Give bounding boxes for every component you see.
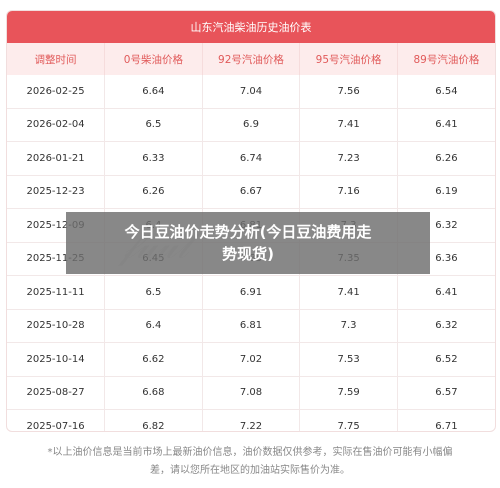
price-cell: 7.75 <box>299 409 398 431</box>
price-cell: 6.19 <box>397 175 495 209</box>
table-row: 2025-10-14 6.62 7.02 7.53 6.52 <box>7 342 495 377</box>
price-cell: 6.81 <box>202 309 301 343</box>
price-cell: 6.5 <box>104 275 203 310</box>
price-cell: 7.56 <box>299 75 398 109</box>
price-cell: 7.04 <box>202 75 301 109</box>
table-row: 2026-02-25 6.64 7.04 7.56 6.54 <box>7 75 495 109</box>
price-cell: 6.67 <box>202 175 301 209</box>
price-cell: 6.71 <box>397 409 495 431</box>
price-cell: 7.16 <box>299 175 398 209</box>
table-row: 2025-10-28 6.4 6.81 7.3 6.32 <box>7 309 495 343</box>
disclaimer-line1: *以上油价信息是当前市场上最新油价信息，油价数据仅供参考，实际在售油价可能有小幅… <box>47 447 453 458</box>
price-cell: 6.26 <box>104 175 203 209</box>
price-cell: 6.82 <box>104 409 203 431</box>
table-row: 2026-01-21 6.33 6.74 7.23 6.26 <box>7 141 495 176</box>
price-cell: 6.4 <box>104 309 203 343</box>
table-row: 2025-08-27 6.68 7.08 7.59 6.57 <box>7 376 495 410</box>
overlay-title-line1: 今日豆油价走势分析(今日豆油费用走 <box>124 223 372 241</box>
price-cell: 6.26 <box>397 141 495 176</box>
price-cell: 6.41 <box>397 275 495 310</box>
price-cell: 6.62 <box>104 342 203 377</box>
date-cell: 2025-10-14 <box>7 342 106 377</box>
price-cell: 6.32 <box>397 309 495 343</box>
date-cell: 2026-02-04 <box>7 108 106 142</box>
date-cell: 2025-08-27 <box>7 376 106 410</box>
article-title-overlay[interactable]: 今日豆油价走势分析(今日豆油费用走 势现货) <box>66 212 430 274</box>
table-row: 2025-07-16 6.82 7.22 7.75 6.71 <box>7 409 495 431</box>
column-header: 0号柴油价格 <box>104 43 203 75</box>
column-header: 调整时间 <box>7 43 106 75</box>
table-title: 山东汽油柴油历史油价表 <box>7 11 495 43</box>
table-row: 2025-11-11 6.5 6.91 7.41 6.41 <box>7 275 495 310</box>
price-cell: 6.9 <box>202 108 301 142</box>
price-cell: 6.64 <box>104 75 203 109</box>
date-cell: 2025-10-28 <box>7 309 106 343</box>
price-cell: 6.57 <box>397 376 495 410</box>
date-cell: 2025-11-11 <box>7 275 106 310</box>
price-cell: 6.68 <box>104 376 203 410</box>
price-cell: 7.53 <box>299 342 398 377</box>
price-cell: 6.33 <box>104 141 203 176</box>
table-row: 2025-12-23 6.26 6.67 7.16 6.19 <box>7 175 495 209</box>
overlay-title-line2: 势现货) <box>222 245 274 263</box>
price-cell: 7.23 <box>299 141 398 176</box>
date-cell: 2025-12-23 <box>7 175 106 209</box>
price-cell: 6.41 <box>397 108 495 142</box>
price-cell: 7.41 <box>299 108 398 142</box>
price-cell: 6.5 <box>104 108 203 142</box>
table-header-row: 调整时间 0号柴油价格 92号汽油价格 95号汽油价格 89号汽油价格 <box>7 43 495 75</box>
column-header: 92号汽油价格 <box>202 43 301 75</box>
price-cell: 7.22 <box>202 409 301 431</box>
column-header: 89号汽油价格 <box>397 43 495 75</box>
price-cell: 6.52 <box>397 342 495 377</box>
price-cell: 7.02 <box>202 342 301 377</box>
price-cell: 6.91 <box>202 275 301 310</box>
price-cell: 7.41 <box>299 275 398 310</box>
price-cell: 6.54 <box>397 75 495 109</box>
date-cell: 2026-02-25 <box>7 75 106 109</box>
date-cell: 2026-01-21 <box>7 141 106 176</box>
price-cell: 7.59 <box>299 376 398 410</box>
price-cell: 7.08 <box>202 376 301 410</box>
disclaimer-line2: 差，请以您所在地区的加油站实际售价为准。 <box>150 465 350 476</box>
table-row: 2026-02-04 6.5 6.9 7.41 6.41 <box>7 108 495 142</box>
price-cell: 7.3 <box>299 309 398 343</box>
date-cell: 2025-07-16 <box>7 409 106 431</box>
price-cell: 6.74 <box>202 141 301 176</box>
column-header: 95号汽油价格 <box>299 43 398 75</box>
disclaimer-note: *以上油价信息是当前市场上最新油价信息，油价数据仅供参考，实际在售油价可能有小幅… <box>6 444 494 480</box>
